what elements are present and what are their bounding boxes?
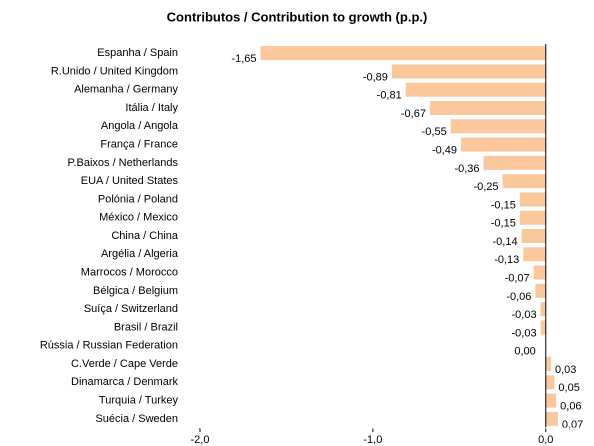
y-tick-label: França / France — [100, 138, 178, 150]
data-label: -0,06 — [506, 291, 531, 303]
bar — [483, 155, 546, 170]
data-label: 0,07 — [562, 419, 583, 431]
chart-title: Contributos / Contribution to growth (p.… — [167, 9, 428, 24]
bar — [545, 411, 558, 426]
y-tick-label: C.Verde / Cape Verde — [71, 358, 178, 370]
data-label: -0,03 — [512, 327, 537, 339]
y-tick-label: China / China — [111, 230, 179, 242]
bar — [519, 210, 546, 225]
y-tick-label: Marrocos / Morocco — [81, 266, 178, 278]
data-label: 0,00 — [514, 346, 535, 358]
bar — [535, 283, 546, 298]
bar — [540, 320, 546, 335]
bar — [519, 192, 546, 207]
data-label: -0,67 — [401, 108, 426, 120]
y-tick-label: R.Unido / United Kingdom — [51, 65, 178, 77]
y-tick-label: Turquia / Turkey — [99, 394, 179, 406]
data-label: -0,13 — [494, 254, 519, 266]
data-label: -0,49 — [432, 144, 457, 156]
y-tick-label: México / Mexico — [99, 212, 178, 224]
data-label: -0,03 — [512, 309, 537, 321]
y-tick-label: Itália / Italy — [125, 102, 178, 114]
data-label: -0,25 — [473, 181, 498, 193]
data-label: -0,81 — [377, 90, 402, 102]
bar — [523, 247, 546, 262]
data-label: -0,55 — [422, 126, 447, 138]
y-tick-label: P.Baixos / Netherlands — [68, 157, 179, 169]
bar — [461, 137, 546, 152]
bar — [533, 265, 546, 280]
data-label: -0,07 — [505, 272, 530, 284]
data-label: -0,14 — [492, 236, 517, 248]
data-label: -0,15 — [491, 199, 516, 211]
y-tick-label: Argélia / Algeria — [101, 248, 179, 260]
y-tick-label: Polónia / Poland — [98, 193, 178, 205]
x-tick-label: 0,0 — [538, 434, 553, 446]
bar — [545, 393, 557, 408]
data-label: 0,05 — [558, 382, 579, 394]
bar — [429, 101, 546, 115]
bar — [540, 302, 546, 317]
bar — [545, 357, 551, 371]
bar — [450, 119, 546, 134]
y-tick-label: Angola / Angola — [101, 120, 179, 132]
y-tick-label: EUA / United States — [81, 175, 179, 187]
y-tick-label: Espanha / Spain — [97, 47, 178, 59]
y-tick-label: Rússia / Russian Federation — [40, 340, 178, 352]
x-tick-label: -2,0 — [191, 434, 210, 446]
data-label: -0,89 — [363, 71, 388, 83]
bar — [502, 174, 546, 189]
data-label: 0,06 — [560, 400, 581, 412]
data-label: 0,03 — [555, 364, 576, 376]
bar — [545, 375, 555, 390]
y-tick-label: Suíça / Switzerland — [84, 303, 178, 315]
data-label: -0,36 — [454, 163, 479, 175]
y-tick-label: Alemanha / Germany — [74, 84, 178, 96]
y-tick-label: Suécia / Sweden — [95, 413, 178, 425]
data-label: -1,65 — [231, 53, 256, 65]
x-tick-label: -1,0 — [363, 434, 382, 446]
data-label: -0,15 — [491, 218, 516, 230]
bar — [405, 82, 546, 97]
y-tick-label: Dinamarca / Denmark — [71, 376, 178, 388]
bar — [260, 46, 546, 61]
bar — [391, 64, 546, 79]
bar — [521, 229, 546, 243]
y-tick-label: Brasil / Brazil — [114, 321, 178, 333]
y-tick-label: Bélgica / Belgium — [93, 285, 178, 297]
